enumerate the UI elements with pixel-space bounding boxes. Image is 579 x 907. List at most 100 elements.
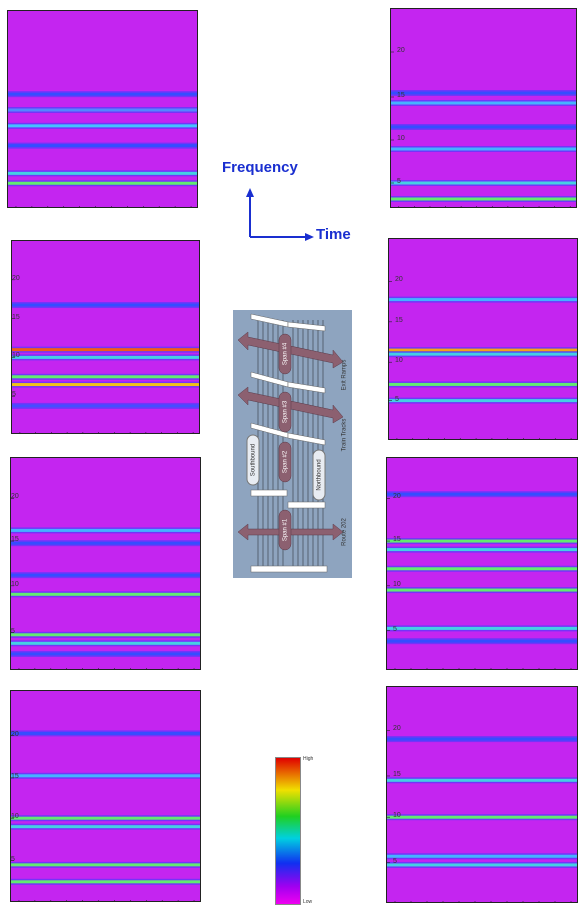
span-label: Span #2 [283,450,289,473]
band [391,102,577,105]
band [12,375,200,378]
band [8,93,198,96]
band [387,548,578,551]
band [11,593,201,596]
span-label: Span #3 [283,400,289,423]
direction-label: Northbound [317,459,323,490]
y-tick-label: 10 [11,581,19,588]
background-tint [389,239,578,440]
y-tick-label: 5 [11,856,15,863]
band [387,738,578,741]
band [12,356,200,359]
y-tick-label: 15 [393,536,401,543]
band [389,298,578,301]
y-tick-label: 20 [11,731,19,738]
band [12,404,200,407]
band [387,640,578,643]
band [389,383,578,386]
band [12,304,200,307]
side-label: Route 202 [342,518,348,546]
background-tint [387,687,578,903]
colorbar-high: High [303,756,313,762]
spectrogram: 20 15 10 5 [10,457,201,670]
band [387,779,578,782]
span-label: Span #4 [283,342,289,365]
band [11,574,201,577]
band [387,816,578,819]
band [391,126,577,129]
band [391,148,577,151]
page: 20 15 10 5 20 15 10 5 20 15 10 5 20 15 10 5 20 15 10 5 20 15 1… [0,0,579,907]
band [389,399,578,402]
y-tick-label: 10 [12,352,20,359]
y-tick-label: 20 [11,493,19,500]
y-tick-label: 15 [393,771,401,778]
y-tick-label: 10 [11,813,19,820]
band [11,732,201,735]
band [11,642,201,645]
spectrogram: 20 15 10 5 [390,8,577,208]
frequency-label: Frequency [222,159,298,176]
band [387,567,578,570]
y-tick-label: 10 [393,812,401,819]
y-tick-label: 15 [11,773,19,780]
band [387,627,578,630]
y-tick-label: 5 [395,396,399,403]
band [11,529,201,532]
y-tick-label: 5 [393,626,397,633]
side-label: Exit Ramps [342,360,348,391]
span-label: Span #1 [283,518,289,541]
band [387,540,578,543]
band [387,589,578,592]
y-tick-label: 15 [395,317,403,324]
band [391,182,577,185]
band [11,825,201,828]
spectrogram: 20 15 10 5 [386,686,578,903]
band [11,863,201,866]
y-tick-label: 10 [393,581,401,588]
band [391,92,577,95]
band [11,817,201,820]
spectrogram: 20 15 10 5 [10,690,201,902]
y-tick-label: 5 [397,178,401,185]
y-tick-label: 5 [393,858,397,865]
band [11,652,201,655]
band [8,109,198,112]
band [8,124,198,127]
band [391,198,577,201]
bridge-diagram: Span #4 Span #3 Span #2 Span #1 Southbou… [233,310,352,578]
band [12,383,200,386]
colorbar-low: Low [303,899,312,905]
y-tick-label: 10 [395,357,403,364]
y-tick-label: 15 [12,314,20,321]
band [8,172,198,175]
direction-label: Southbound [251,444,257,476]
side-label: Train Tracks [342,419,348,452]
y-tick-label: 15 [11,536,19,543]
spectrogram: 20 15 10 5 [388,238,578,440]
band [389,353,578,356]
y-tick-label: 10 [397,135,405,142]
y-tick-label: 5 [12,391,16,398]
colorbar [275,757,301,905]
axis-arrows [240,185,320,245]
y-tick-label: 20 [12,275,20,282]
y-tick-label: 20 [397,47,405,54]
y-tick-label: 20 [393,493,401,500]
band [11,774,201,777]
background-tint [391,9,577,208]
band [8,144,198,147]
spectrogram: 20 15 10 5 [11,240,200,434]
y-tick-label: 5 [11,628,15,635]
band [8,182,198,185]
y-tick-label: 15 [397,92,405,99]
time-label: Time [316,226,351,243]
background-tint [11,458,201,670]
y-tick-label: 20 [395,276,403,283]
band [11,880,201,883]
band [11,542,201,545]
y-tick-label: 20 [393,725,401,732]
band [387,863,578,866]
band [387,855,578,858]
background-tint [11,691,201,902]
